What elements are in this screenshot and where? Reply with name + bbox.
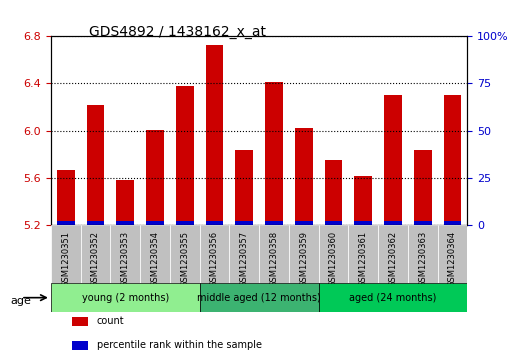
FancyBboxPatch shape bbox=[170, 225, 200, 283]
Text: aged (24 months): aged (24 months) bbox=[350, 293, 437, 303]
FancyBboxPatch shape bbox=[437, 225, 467, 283]
Text: middle aged (12 months): middle aged (12 months) bbox=[197, 293, 321, 303]
FancyBboxPatch shape bbox=[289, 225, 319, 283]
Bar bbox=[86, 105, 104, 225]
Text: GSM1230364: GSM1230364 bbox=[448, 231, 457, 287]
FancyBboxPatch shape bbox=[81, 225, 110, 283]
Bar bbox=[146, 221, 164, 225]
Bar bbox=[354, 176, 372, 225]
Text: GSM1230362: GSM1230362 bbox=[389, 231, 397, 287]
Text: young (2 months): young (2 months) bbox=[82, 293, 169, 303]
Bar bbox=[146, 130, 164, 225]
Text: count: count bbox=[97, 317, 124, 326]
Text: GSM1230356: GSM1230356 bbox=[210, 231, 219, 287]
Text: GSM1230355: GSM1230355 bbox=[180, 231, 189, 287]
Bar bbox=[116, 221, 134, 225]
FancyBboxPatch shape bbox=[51, 225, 81, 283]
FancyBboxPatch shape bbox=[140, 225, 170, 283]
Text: GSM1230359: GSM1230359 bbox=[299, 231, 308, 287]
FancyBboxPatch shape bbox=[110, 225, 140, 283]
FancyBboxPatch shape bbox=[200, 225, 229, 283]
Bar bbox=[295, 221, 312, 225]
Bar bbox=[235, 150, 253, 225]
Text: GSM1230352: GSM1230352 bbox=[91, 231, 100, 287]
Text: GSM1230357: GSM1230357 bbox=[240, 231, 249, 287]
Text: GSM1230351: GSM1230351 bbox=[61, 231, 70, 287]
Bar bbox=[384, 95, 402, 225]
Bar bbox=[86, 221, 104, 225]
Bar bbox=[57, 221, 75, 225]
Text: age: age bbox=[10, 296, 31, 306]
Bar bbox=[443, 221, 461, 225]
Text: GSM1230354: GSM1230354 bbox=[150, 231, 160, 287]
Bar bbox=[235, 221, 253, 225]
Bar bbox=[206, 45, 224, 225]
Bar bbox=[325, 221, 342, 225]
Text: GSM1230358: GSM1230358 bbox=[269, 231, 278, 287]
FancyBboxPatch shape bbox=[51, 283, 200, 312]
Bar bbox=[72, 341, 88, 350]
Bar bbox=[295, 129, 312, 225]
FancyBboxPatch shape bbox=[348, 225, 378, 283]
FancyBboxPatch shape bbox=[378, 225, 408, 283]
Bar bbox=[72, 317, 88, 326]
Text: GSM1230353: GSM1230353 bbox=[121, 231, 130, 287]
Bar bbox=[206, 221, 224, 225]
Text: GSM1230360: GSM1230360 bbox=[329, 231, 338, 287]
Bar bbox=[325, 160, 342, 225]
Text: GDS4892 / 1438162_x_at: GDS4892 / 1438162_x_at bbox=[89, 25, 266, 40]
Bar bbox=[443, 95, 461, 225]
Bar bbox=[265, 82, 283, 225]
Text: GSM1230361: GSM1230361 bbox=[359, 231, 368, 287]
Bar bbox=[384, 221, 402, 225]
Bar bbox=[57, 170, 75, 225]
Bar bbox=[176, 221, 194, 225]
Bar bbox=[354, 221, 372, 225]
FancyBboxPatch shape bbox=[408, 225, 437, 283]
Bar bbox=[265, 221, 283, 225]
Bar bbox=[414, 221, 432, 225]
Text: GSM1230363: GSM1230363 bbox=[418, 231, 427, 287]
FancyBboxPatch shape bbox=[319, 283, 467, 312]
Bar bbox=[176, 86, 194, 225]
Bar bbox=[116, 180, 134, 225]
FancyBboxPatch shape bbox=[200, 283, 319, 312]
FancyBboxPatch shape bbox=[229, 225, 259, 283]
Bar bbox=[414, 150, 432, 225]
FancyBboxPatch shape bbox=[259, 225, 289, 283]
Text: percentile rank within the sample: percentile rank within the sample bbox=[97, 340, 262, 350]
FancyBboxPatch shape bbox=[319, 225, 348, 283]
